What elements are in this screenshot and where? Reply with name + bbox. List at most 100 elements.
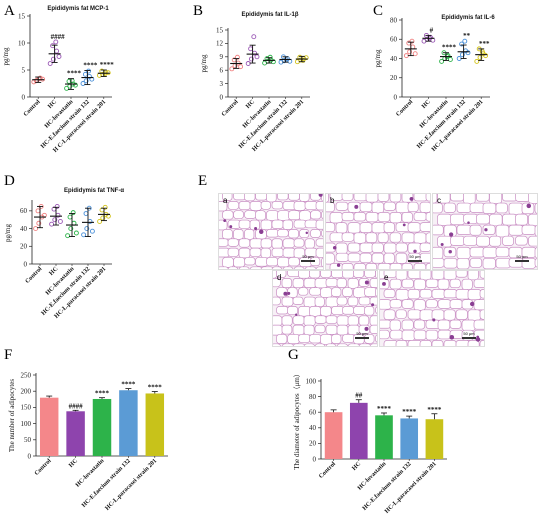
- panel-letter-d: D: [4, 173, 15, 189]
- scale-bar-text: 50 μm: [463, 331, 475, 336]
- adipocyte-cell: [347, 222, 361, 234]
- chart-g-svg: 0 20 40 60 80 100 The diameter of adipocytes（μ…: [293, 370, 447, 515]
- data-point-0-2-0: [64, 85, 70, 91]
- y-tick-label-4-3: 150: [21, 404, 32, 412]
- adipocyte-cell: [395, 201, 410, 214]
- adipocyte-cell: [469, 202, 485, 213]
- data-point-3-2-0: [65, 233, 71, 239]
- adipocyte-cell: [534, 224, 537, 237]
- data-point-1-1-1: [248, 56, 254, 62]
- x-category-label-1-1: HC: [245, 98, 257, 110]
- y-tick-label-1-3: 9: [220, 53, 224, 61]
- adipocyte-cell: [508, 224, 524, 236]
- cell-nucleus: [305, 231, 309, 235]
- adipocyte-cell: [336, 315, 349, 326]
- adipocyte-cell: [244, 210, 257, 219]
- adipocyte-cell: [273, 315, 283, 327]
- adipocyte-cell: [389, 329, 403, 340]
- cell-nucleus: [371, 303, 375, 307]
- adipocyte-cell: [433, 194, 438, 204]
- adipocyte-cell: [380, 319, 392, 329]
- adipocyte-cell: [277, 229, 289, 238]
- adipocyte-cell: [325, 296, 339, 308]
- adipocyte-cell: [331, 334, 342, 344]
- adipocyte-cell: [292, 277, 305, 288]
- x-category-label-2-1: HC: [420, 98, 432, 110]
- data-point-2-3-1: [459, 52, 465, 58]
- adipocyte-cell: [383, 309, 396, 320]
- adipocyte-cell: [431, 340, 444, 346]
- histology-image-a: 50 μm a: [218, 193, 324, 270]
- adipocyte-cell: [389, 263, 403, 269]
- significance-label-0-4: ****: [100, 61, 115, 69]
- cell-nucleus: [409, 197, 414, 201]
- adipocyte-cell: [299, 229, 310, 239]
- adipocyte-cell: [233, 210, 244, 220]
- adipocyte-cell: [260, 200, 271, 210]
- data-point-1-4-5: [303, 55, 309, 61]
- cell-nucleus: [332, 246, 337, 250]
- adipocyte-cell: [365, 194, 379, 203]
- adipocyte-cell: [358, 343, 372, 346]
- adipocyte-cell: [375, 306, 377, 314]
- adipocyte-cell: [277, 210, 291, 221]
- adipocyte-cell: [227, 238, 239, 247]
- bar-5-0: [324, 412, 343, 459]
- y-axis-label-3: pg/mg: [4, 224, 12, 242]
- y-tick-label-3-1: 20: [20, 243, 28, 251]
- adipocyte-cell: [336, 324, 349, 336]
- adipocyte-cell: [407, 271, 423, 279]
- adipocyte-cell: [437, 329, 452, 340]
- adipose-texture-d: 50 μm: [273, 271, 377, 346]
- histology-label-c: c: [437, 196, 441, 205]
- adipocyte-cell: [502, 235, 514, 246]
- adipocyte-cell: [407, 289, 421, 300]
- cell-nucleus: [287, 291, 291, 295]
- adipocyte-cell: [335, 252, 349, 262]
- panel-letter-g: G: [288, 347, 299, 363]
- chart-title-3: Epididymis fat TNF-α: [64, 188, 124, 194]
- adipocyte-cell: [371, 242, 384, 253]
- adipocyte-cell: [321, 210, 323, 220]
- adipocyte-cell: [266, 229, 279, 238]
- adipocyte-cell: [463, 235, 478, 246]
- adipocyte-cell: [303, 324, 315, 336]
- adipocyte-cell: [298, 271, 311, 279]
- adipocyte-cell: [371, 222, 386, 234]
- adipocyte-cell: [347, 277, 359, 289]
- adipocyte-cell: [395, 252, 408, 264]
- adipocyte-cell: [293, 219, 307, 229]
- cell-nucleus: [364, 326, 369, 331]
- adipocyte-cell: [309, 306, 322, 317]
- adipocyte-cell: [389, 232, 402, 243]
- adipocyte-cell: [395, 340, 408, 346]
- cell-nucleus: [354, 204, 359, 209]
- data-point-2-3-4: [462, 38, 468, 44]
- adipocyte-cell: [326, 194, 329, 203]
- x-category-label-4-1: HC: [68, 457, 80, 469]
- adipocyte-cell: [325, 315, 338, 324]
- adipocyte-cell: [304, 238, 315, 249]
- adipocyte-cell: [273, 343, 281, 346]
- cell-nucleus: [223, 219, 227, 223]
- adipocyte-cell: [353, 194, 368, 202]
- adipocyte-cell: [227, 266, 239, 269]
- adipocyte-cell: [371, 201, 385, 214]
- adipocyte-cell: [277, 194, 289, 201]
- histology-image-e: 50 μm e: [379, 270, 485, 347]
- cell-nucleus: [470, 301, 475, 307]
- x-category-label-4-3: HC-E.faecium strain 132: [80, 457, 131, 508]
- adipocyte-cell: [489, 235, 502, 247]
- histology-image-b: 50 μm b: [325, 193, 431, 270]
- adipocyte-cell: [495, 224, 510, 238]
- y-tick-label-0-1: 5: [22, 66, 26, 74]
- adipocyte-cell: [314, 324, 326, 334]
- adipocyte-cell: [315, 247, 323, 258]
- adipocyte-cell: [353, 271, 365, 278]
- adipocyte-cell: [469, 257, 483, 268]
- adipocyte-cell: [369, 324, 377, 334]
- adipocyte-cell: [395, 289, 409, 301]
- bar-4-1: [66, 411, 85, 456]
- histology-image-d: 50 μm d: [272, 270, 378, 347]
- adipocyte-cell: [336, 343, 348, 346]
